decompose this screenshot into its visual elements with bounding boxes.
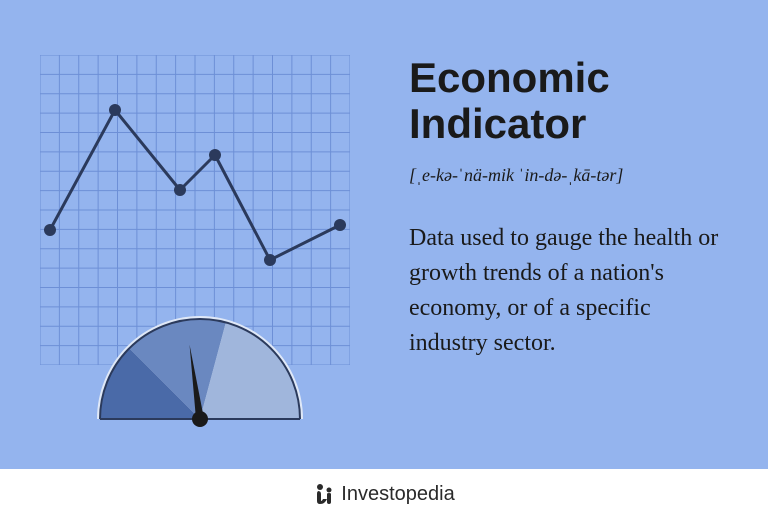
brand-name: Investopedia [341,483,454,506]
term-title: Economic Indicator [409,55,723,147]
text-panel: Economic Indicator [ˌe-kə-ˈnä-mik ˈin-də… [384,0,768,469]
content-area: Economic Indicator [ˌe-kə-ˈnä-mik ˈin-də… [0,0,768,469]
illustration-panel [0,0,384,469]
footer-bar: Investopedia [0,469,768,519]
brand-icon [313,483,335,505]
gauge-meter [95,314,305,429]
pronunciation-text: [ˌe-kə-ˈnä-mik ˈin-də-ˌkā-tər] [409,165,723,186]
definition-text: Data used to gauge the health or growth … [409,221,723,360]
brand-logo: Investopedia [313,483,454,506]
